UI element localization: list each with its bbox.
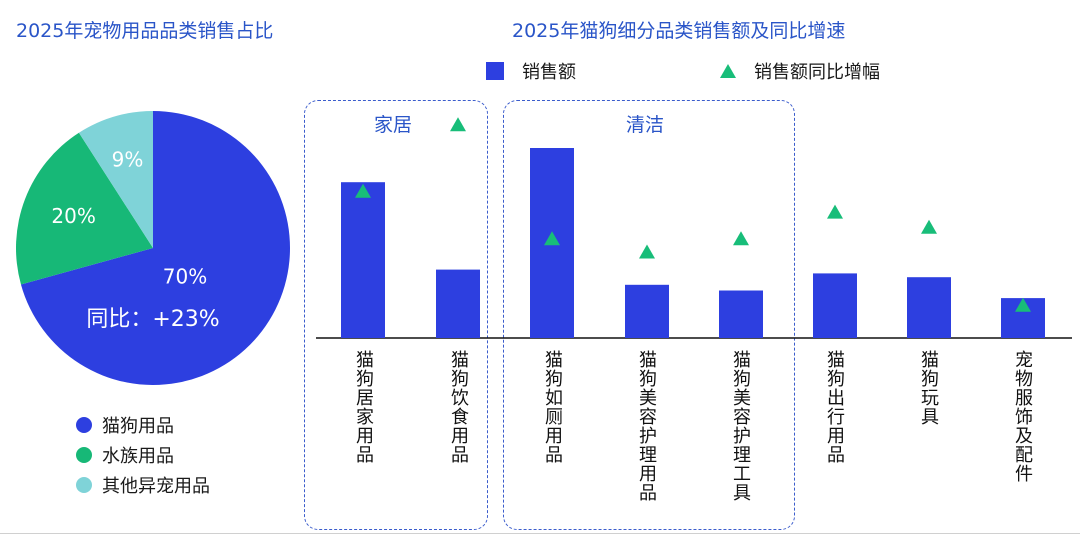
bottom-divider <box>0 533 1080 534</box>
sales-bar <box>719 290 763 338</box>
bar-legend-sales-label: 销售额 <box>522 62 576 83</box>
bar-legend-triangle-icon <box>720 64 736 78</box>
pie-slice-label: 9% <box>112 148 144 172</box>
growth-marker <box>827 204 843 219</box>
legend-dot-cat-dog <box>76 417 92 433</box>
bar-legend-sales: 销售额 <box>486 58 576 84</box>
bar-legend-square-icon <box>486 62 504 80</box>
category-label: 宠物服饰及配件 <box>1012 350 1033 483</box>
legend-item-cat-dog: 猫狗用品 <box>76 410 210 440</box>
legend-label-aquarium: 水族用品 <box>102 446 174 467</box>
category-label: 猫狗居家用品 <box>353 350 374 464</box>
pie-legend: 猫狗用品 水族用品 其他异宠用品 <box>76 410 210 500</box>
legend-item-aquarium: 水族用品 <box>76 440 210 470</box>
group-box-home <box>304 100 488 530</box>
sales-bar <box>907 277 951 338</box>
pie-slice <box>16 132 154 285</box>
legend-item-exotic: 其他异宠用品 <box>76 470 210 500</box>
category-label: 猫狗美容护理工具 <box>730 350 751 502</box>
group-label-clean: 清洁 <box>626 114 665 136</box>
bar-legend-growth: 销售额同比增幅 <box>720 58 880 84</box>
category-label: 猫狗美容护理用品 <box>636 350 657 502</box>
sales-bar <box>625 284 669 338</box>
legend-dot-aquarium <box>76 447 92 463</box>
legend-label-exotic: 其他异宠用品 <box>102 476 210 497</box>
legend-label-cat-dog: 猫狗用品 <box>102 416 174 437</box>
category-label: 猫狗饮食用品 <box>448 350 469 464</box>
growth-marker <box>355 183 371 198</box>
pie-annotation: 同比：+23% <box>86 307 219 332</box>
group-label-home: 家居 <box>374 114 413 136</box>
sales-bar <box>436 269 480 338</box>
bar-chart-title: 2025年猫狗细分品类销售额及同比增速 <box>512 20 846 42</box>
growth-marker <box>1015 297 1031 312</box>
growth-marker <box>639 244 655 259</box>
growth-marker <box>450 117 466 132</box>
pie-slice-label: 70% <box>163 265 207 289</box>
sales-bar <box>341 182 385 338</box>
bar-legend-growth-label: 销售额同比增幅 <box>754 62 880 83</box>
growth-marker <box>544 231 560 246</box>
sales-bar <box>813 273 857 338</box>
pie-slice <box>20 111 291 385</box>
growth-marker <box>733 231 749 246</box>
category-label: 猫狗如厕用品 <box>542 350 563 464</box>
pie-chart-title: 2025年宠物用品品类销售占比 <box>16 20 274 42</box>
category-label: 猫狗玩具 <box>918 350 939 426</box>
growth-marker <box>921 219 937 234</box>
category-label: 猫狗出行用品 <box>824 350 845 464</box>
legend-dot-exotic <box>76 477 92 493</box>
pie-chart: 70% 20% 9% 同比：+23% <box>16 111 291 385</box>
group-box-clean <box>503 100 795 530</box>
pie-slice-label: 20% <box>51 204 95 228</box>
pie-slice <box>78 111 153 248</box>
